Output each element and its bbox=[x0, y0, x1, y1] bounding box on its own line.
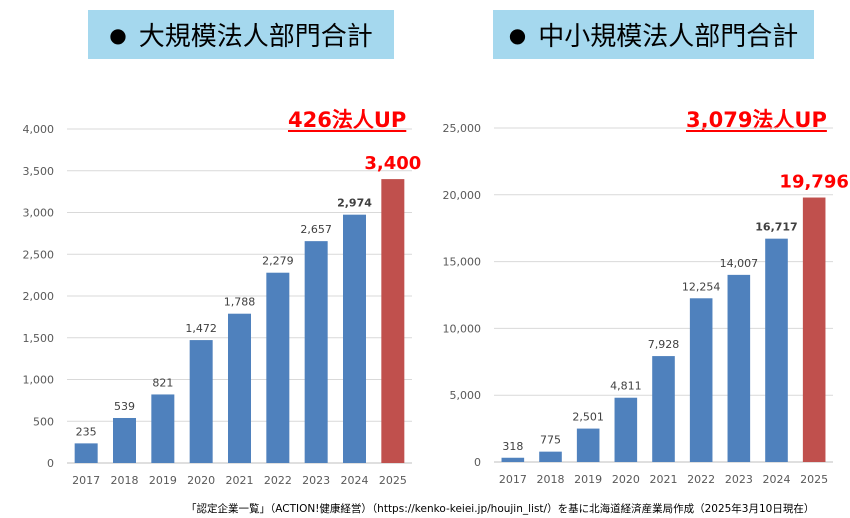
left-data-label: 2,279 bbox=[262, 255, 294, 268]
left-increase-label: 426法人UP bbox=[288, 108, 407, 132]
left-xtick-label: 2022 bbox=[264, 474, 292, 487]
left-data-label: 2,974 bbox=[337, 197, 372, 210]
left-xtick-label: 2021 bbox=[226, 474, 254, 487]
right-xtick-label: 2019 bbox=[574, 473, 602, 486]
left-chart-title-text: 大規模法人部門合計 bbox=[138, 22, 373, 52]
source-note: 「認定企業一覧」（ACTION!健康経営）（https://kenko-keie… bbox=[186, 503, 815, 515]
right-data-label: 12,254 bbox=[682, 280, 721, 293]
right-data-label: 318 bbox=[502, 440, 523, 453]
right-bar bbox=[652, 356, 675, 462]
left-data-label: 1,788 bbox=[224, 296, 256, 309]
right-ytick-label: 10,000 bbox=[443, 322, 482, 335]
left-data-label: 2,657 bbox=[300, 223, 332, 236]
left-bar bbox=[113, 417, 136, 463]
left-ytick-label: 3,500 bbox=[23, 165, 55, 178]
left-bar bbox=[304, 241, 328, 463]
left-ytick-label: 2,500 bbox=[23, 248, 55, 261]
right-xtick-label: 2023 bbox=[725, 473, 753, 486]
left-xtick-label: 2017 bbox=[72, 474, 100, 487]
left-ytick-label: 500 bbox=[33, 415, 54, 428]
left-data-label: 539 bbox=[114, 400, 135, 413]
right-bar bbox=[802, 197, 826, 462]
left-ytick-label: 1,500 bbox=[23, 332, 55, 345]
left-xtick-label: 2020 bbox=[187, 474, 215, 487]
right-ytick-label: 25,000 bbox=[443, 122, 482, 135]
right-xtick-label: 2024 bbox=[763, 473, 791, 486]
left-data-label: 821 bbox=[152, 376, 173, 389]
right-ytick-label: 5,000 bbox=[450, 389, 482, 402]
right-data-label: 2,501 bbox=[572, 411, 604, 424]
right-data-label: 19,796 bbox=[779, 172, 848, 193]
left-xtick-label: 2024 bbox=[341, 474, 369, 487]
left-data-label: 235 bbox=[76, 425, 97, 438]
left-bar bbox=[189, 340, 213, 463]
left-ytick-label: 2,000 bbox=[23, 290, 55, 303]
right-data-label: 14,007 bbox=[720, 257, 759, 270]
right-data-label: 7,928 bbox=[648, 338, 680, 351]
right-xtick-label: 2021 bbox=[650, 473, 678, 486]
left-ytick-label: 1,000 bbox=[23, 374, 55, 387]
bullet-icon: ● bbox=[109, 22, 127, 47]
right-xtick-label: 2020 bbox=[612, 473, 640, 486]
left-data-label: 1,472 bbox=[185, 322, 217, 335]
left-data-label: 3,400 bbox=[364, 153, 421, 174]
left-bar bbox=[381, 179, 405, 463]
left-bar bbox=[74, 443, 98, 463]
left-chart-title: ● 大規模法人部門合計 bbox=[88, 10, 394, 59]
left-bar bbox=[266, 272, 290, 463]
left-bar bbox=[343, 214, 366, 463]
left-xtick-label: 2025 bbox=[379, 474, 407, 487]
right-bar bbox=[501, 457, 525, 462]
right-bar bbox=[614, 397, 638, 462]
right-xtick-label: 2017 bbox=[499, 473, 527, 486]
right-data-label: 4,811 bbox=[610, 380, 642, 393]
right-data-label: 16,717 bbox=[755, 221, 797, 234]
right-bar bbox=[576, 428, 600, 462]
left-xtick-label: 2018 bbox=[111, 474, 139, 487]
left-ytick-label: 4,000 bbox=[23, 123, 55, 136]
right-xtick-label: 2022 bbox=[687, 473, 715, 486]
right-bar bbox=[765, 238, 788, 462]
right-bar bbox=[727, 274, 751, 462]
left-bar bbox=[151, 394, 175, 463]
bullet-icon: ● bbox=[508, 22, 527, 47]
right-xtick-label: 2025 bbox=[800, 473, 828, 486]
right-chart-title: ● 中小規模法人部門合計 bbox=[493, 10, 814, 59]
right-xtick-label: 2018 bbox=[537, 473, 565, 486]
right-ytick-label: 15,000 bbox=[443, 256, 482, 269]
right-data-label: 775 bbox=[540, 434, 561, 447]
right-bar bbox=[539, 451, 562, 462]
left-bar bbox=[228, 313, 251, 463]
left-ytick-label: 3,000 bbox=[23, 207, 55, 220]
right-chart-title-text: 中小規模法人部門合計 bbox=[538, 22, 799, 52]
left-xtick-label: 2019 bbox=[149, 474, 177, 487]
right-bar bbox=[689, 298, 713, 462]
right-ytick-label: 0 bbox=[474, 456, 481, 469]
left-ytick-label: 0 bbox=[47, 457, 54, 470]
right-ytick-label: 20,000 bbox=[443, 189, 482, 202]
left-xtick-label: 2023 bbox=[302, 474, 330, 487]
